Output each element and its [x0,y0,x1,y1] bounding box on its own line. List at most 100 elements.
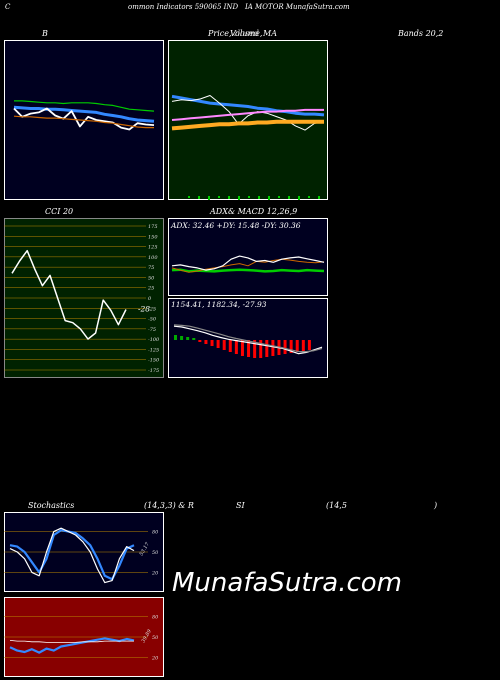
ma-series-line [171,108,324,121]
cci-panel: 175 150 125 100 75 50 25 0 -25 -50 -75 -100 -125 -150… [4,218,164,378]
macd-hist-bar [234,340,238,354]
adx-series-line [171,258,325,273]
adx-series-line [171,255,325,271]
volume-bar [258,196,260,199]
cci-tick-label: -50 [148,317,157,323]
volume-bar [248,196,250,198]
cci-tick-label: -25 [148,306,156,312]
cci-tick-label: -100 [148,337,160,343]
macd-signal-line [173,324,323,353]
adx-chart: ADX: 32.46 +DY: 15.48 -DY: 30.36 [168,218,328,296]
label-rsi-params: (14,5 [326,501,347,510]
volume-bar [308,196,310,198]
stoch-tick-label: 50 [152,550,159,556]
label-adx: ADX [210,207,228,216]
label-b: B [42,29,48,38]
rsi-tick-label: 50 [152,635,159,641]
label-price: Price, [208,29,232,38]
macd-line [173,325,323,355]
volume-bar [228,196,230,199]
cci-tick-label: -75 [148,327,156,333]
panel-background [168,298,328,378]
label-cci: CCI 20 [45,207,74,216]
label-macd: & MACD 12,26,9 [228,207,298,216]
volume-bar [298,196,300,200]
cci-tick-label: -125 [148,347,159,353]
macd-hist-bar [204,340,208,344]
label-rsi-close: ) [434,501,438,510]
cci-value-label: -28 [138,305,150,314]
label-bands: Bands 20,2 [398,29,444,38]
macd-hist-bar [222,340,226,350]
label-closed: closed [233,29,259,38]
macd-hist-bar [301,340,305,351]
rsi-tick-label: 80 [152,615,159,621]
bollinger-panel [4,40,164,200]
macd-hist-bar [210,340,214,346]
header-title: ommon Indicators 590065 IND [128,3,239,11]
cci-tick-label: -175 [148,368,159,374]
watermark: MunafaSutra.com [172,568,403,598]
stochastics-panel: 80 50 20 53.17 [4,512,164,592]
cci-tick-label: 175 [148,224,158,230]
macd-hist-bar [289,340,293,353]
stoch-tick-label: 80 [152,530,159,536]
volume-bar [268,196,270,200]
header-c: C [5,3,11,11]
stoch-series-line [9,527,135,584]
rsi-tick-label: 20 [151,655,159,661]
rsi-panel: 80 50 20 39.89 [4,597,164,677]
label-volume: Volume, [230,29,263,38]
cci-tick-label: 75 [148,265,154,271]
macd-hist-bar [228,340,232,352]
macd-hist-bar [247,340,251,357]
macd-hist-bar [271,340,275,356]
macd-panel: 1154.41, 1182.34, -27.93 [168,298,328,378]
macd-hist-bar [198,340,202,342]
label-stoch: Stochastics [28,501,75,510]
cci-tick-label: -150 [148,358,160,364]
ma-series-line [171,95,325,131]
adx-values-text: ADX: 32.46 +DY: 15.48 -DY: 30.36 [170,221,301,230]
ma-series-line [171,119,324,131]
rsi-series-line [9,640,134,643]
macd-hist-bar [265,340,269,357]
volume-bar [238,196,240,200]
cci-tick-label: 150 [148,234,158,240]
macd-hist-bar [180,336,184,340]
macd-hist-bar [192,338,196,340]
macd-hist-bar [216,340,220,348]
bollinger-chart [4,40,164,200]
macd-chart: 1154.41, 1182.34, -27.93 [168,298,328,378]
stoch-tick-label: 20 [151,570,159,576]
cci-tick-label: 25 [147,286,154,292]
macd-hist-bar [283,340,287,354]
cci-tick-label: 100 [148,255,158,261]
bb-series-line [13,115,154,129]
macd-hist-bar [174,335,177,340]
volume-bar [188,196,190,198]
macd-hist-bar [295,340,299,352]
rsi-series-line [9,637,135,654]
macd-hist-bar [253,340,257,358]
volume-bar [198,196,200,199]
macd-hist-bar [186,337,190,340]
volume-bar [208,196,210,200]
bb-series-line [14,100,155,112]
label-ma: MA [263,29,277,38]
bb-series-line [13,105,155,123]
bb-series-line [13,107,155,131]
volume-bar [278,196,280,198]
cci-chart: 175 150 125 100 75 50 25 0 -25 -50 -75 -100 -125 -150… [4,218,164,378]
cci-tick-label: 0 [148,296,152,302]
label-stoch-params: (14,3,3) & R [144,501,194,510]
cci-tick-label: 125 [148,245,158,251]
panel-background [168,218,328,296]
price-ma-panel [168,40,328,200]
macd-hist-bar [240,340,244,356]
volume-bar [318,196,320,199]
volume-bar [288,196,290,199]
label-si: SI [236,501,245,510]
